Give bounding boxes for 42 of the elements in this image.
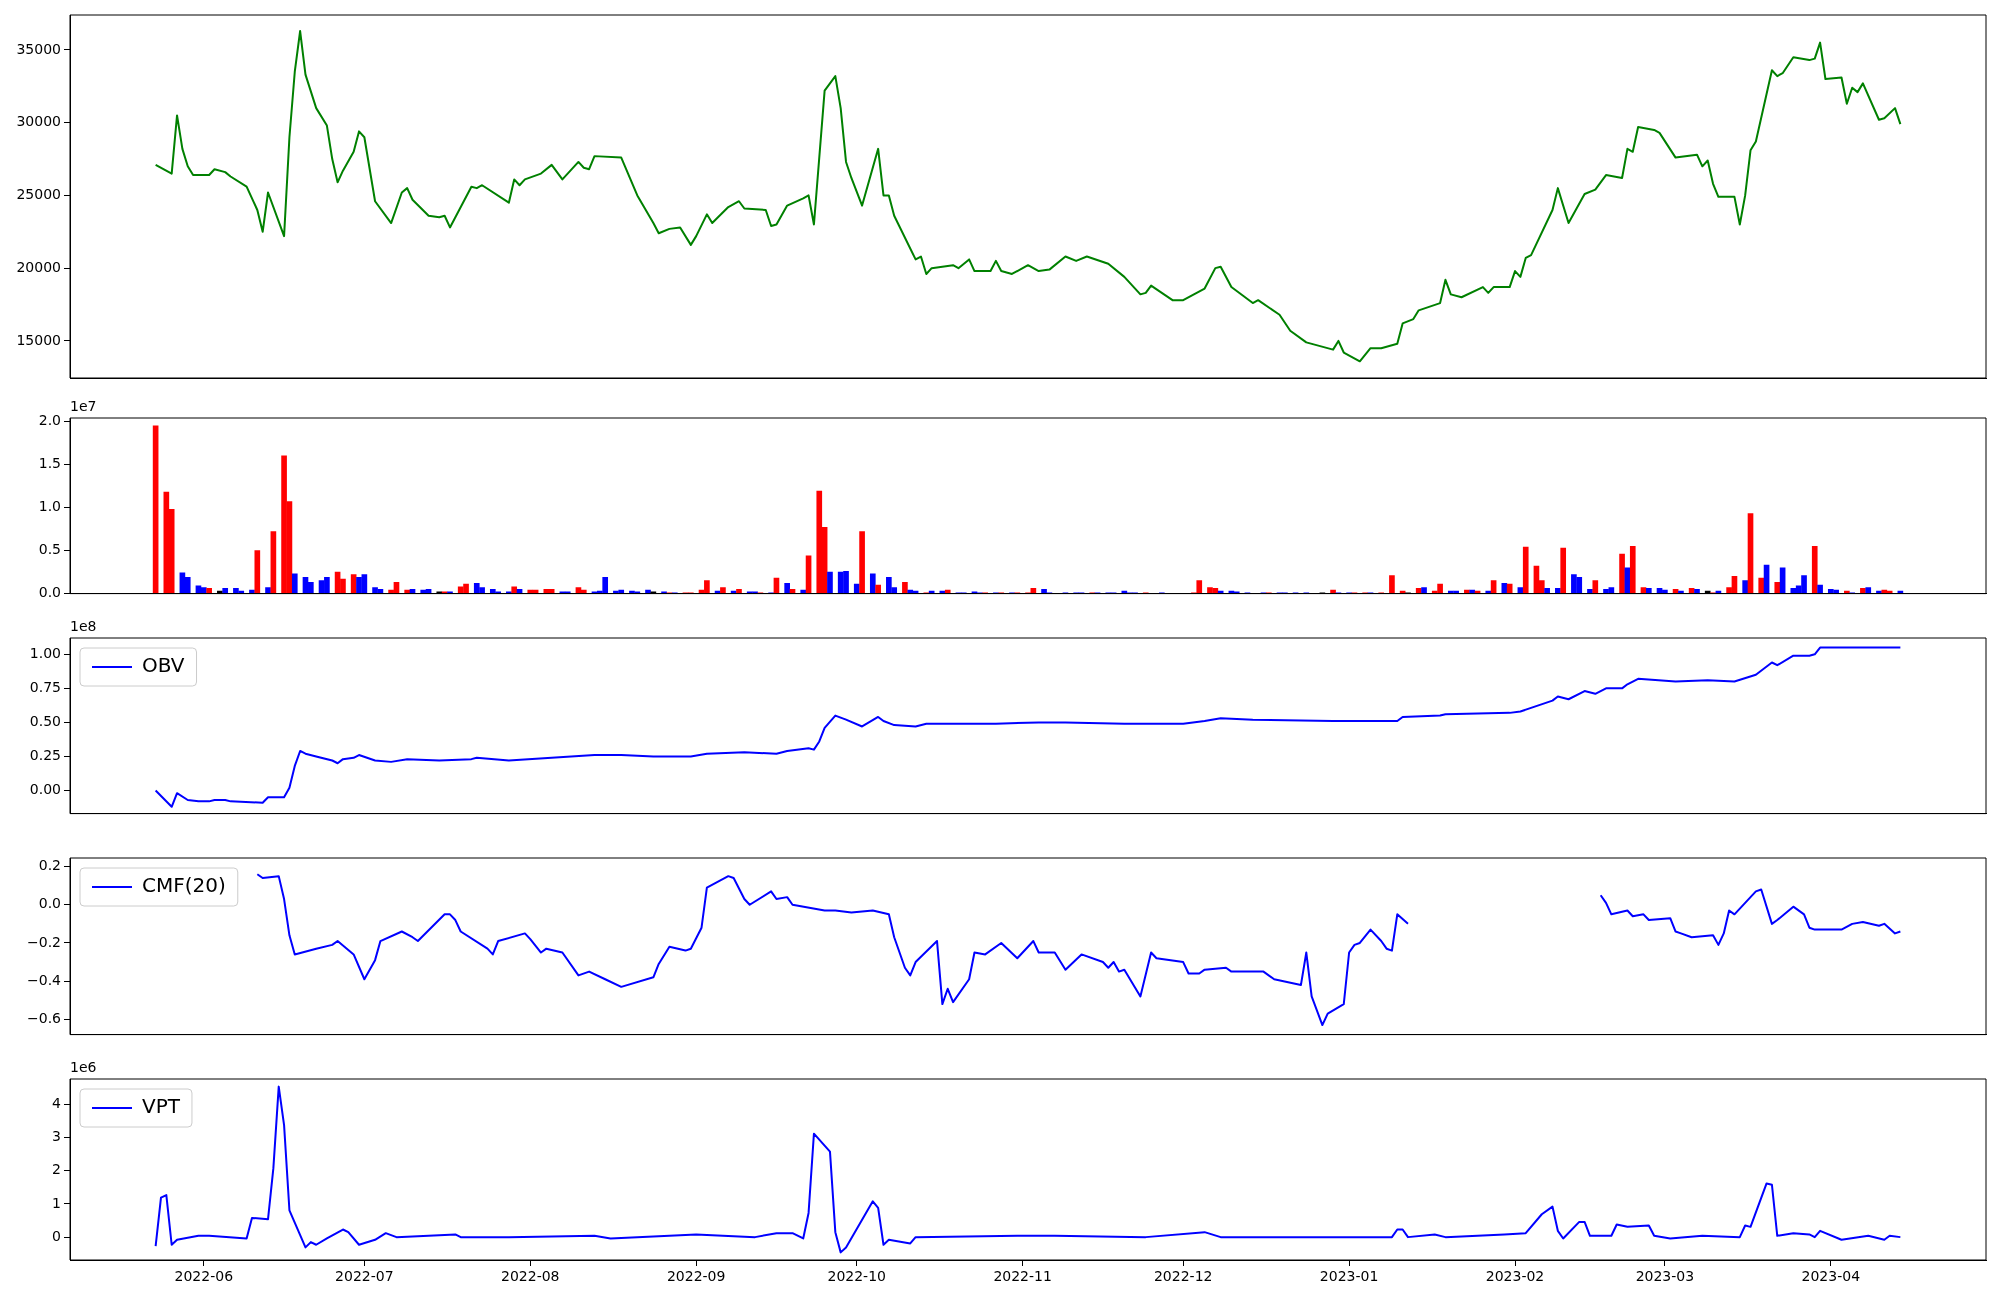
x-tick-label: 2022-11: [993, 1268, 1052, 1285]
text: 1e6: [70, 1058, 97, 1075]
x-tick-label: 2023-02: [1485, 1268, 1545, 1285]
y-tick-label: 0.25: [29, 747, 61, 764]
y-tick-label: 0.0: [38, 584, 61, 601]
y-tick-label: −0.6: [27, 1009, 62, 1026]
x-tick-label: 2022-10: [827, 1268, 886, 1285]
y-tick-label: 0.0: [38, 895, 61, 912]
x-tick-label: 2023-01: [1319, 1268, 1379, 1285]
x-tick-label: 2022-06: [174, 1268, 234, 1285]
y-tick-label: 0: [52, 1227, 61, 1244]
text: 1e7: [70, 397, 97, 414]
y-tick-label: 2.0: [38, 412, 61, 429]
x-tick-label: 2022-08: [501, 1268, 560, 1285]
y-tick-label: 0.2: [38, 857, 61, 874]
y-tick-label: 0.5: [38, 541, 61, 558]
legend-label: VPT: [142, 1094, 181, 1119]
y-tick-label: 0.75: [29, 679, 61, 696]
y-tick-label: 0.00: [29, 781, 61, 798]
y-tick-label: 1.00: [29, 644, 61, 661]
x-tick-label: 2022-09: [666, 1268, 726, 1285]
y-tick-label: 15000: [16, 331, 61, 348]
y-tick-label: 0.50: [29, 713, 61, 730]
text: 1e8: [70, 617, 97, 634]
y-tick-label: 2: [52, 1161, 61, 1178]
y-tick-label: 25000: [16, 186, 61, 203]
x-tick-label: 2023-04: [1801, 1268, 1861, 1285]
y-tick-label: −0.4: [27, 971, 62, 988]
y-tick-label: −0.2: [27, 933, 61, 950]
y-tick-label: 35000: [16, 40, 61, 57]
y-tick-label: 1.0: [38, 498, 61, 515]
legend-label: OBV: [142, 653, 185, 678]
y-tick-label: 20000: [16, 258, 61, 275]
y-tick-label: 30000: [16, 113, 61, 130]
y-tick-label: 4: [52, 1095, 62, 1112]
x-tick-label: 2022-07: [335, 1268, 394, 1285]
x-tick-label: 2023-03: [1635, 1268, 1695, 1285]
y-tick-label: 3: [52, 1128, 61, 1145]
y-tick-label: 1: [52, 1194, 61, 1211]
y-tick-label: 1.5: [38, 455, 61, 472]
legend-label: CMF(20): [142, 873, 226, 898]
x-tick-label: 2022-12: [1153, 1268, 1213, 1285]
